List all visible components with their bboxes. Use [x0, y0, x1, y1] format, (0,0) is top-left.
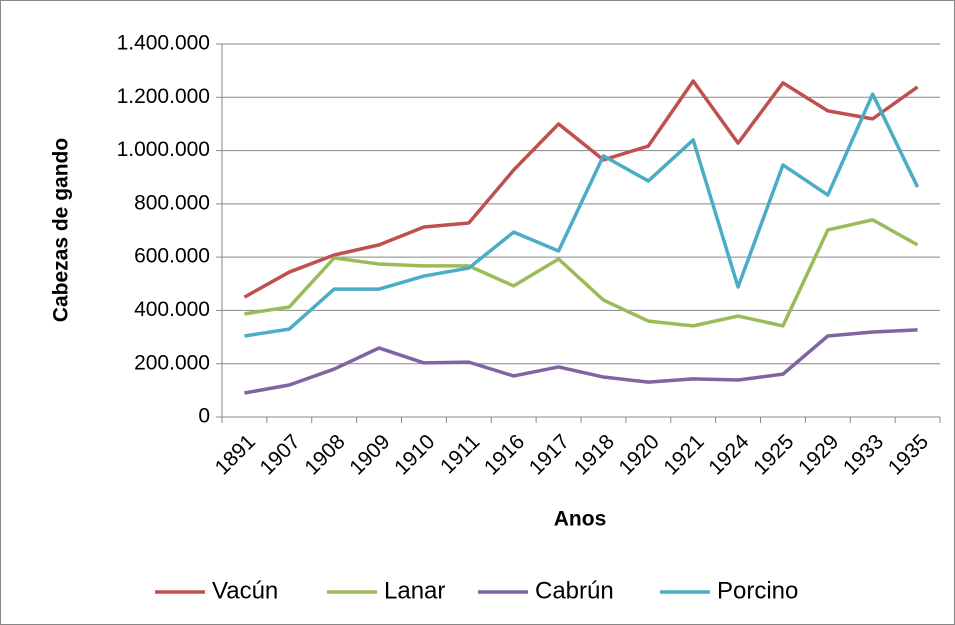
series-line [244, 328, 918, 395]
y-axis-title: Cabezas de gando [50, 138, 73, 322]
y-tick-label: 200.000 [134, 351, 210, 374]
y-tick-label: 0 [198, 405, 210, 428]
series-line [243, 79, 919, 299]
x-axis-title: Anos [554, 508, 607, 531]
y-tick-label: 800.000 [134, 191, 210, 214]
legend-label: Vacún [212, 577, 278, 604]
legend-label: Porcino [717, 577, 798, 604]
series-line [244, 92, 920, 338]
legend-label: Lanar [384, 577, 445, 604]
legend-label: Cabrún [535, 577, 614, 604]
y-tick-label: 1.000.000 [117, 138, 210, 161]
y-tick-label: 1.400.000 [117, 32, 210, 55]
series-line [244, 218, 919, 328]
y-tick-label: 1.200.000 [117, 85, 210, 108]
y-tick-label: 400.000 [134, 298, 210, 321]
y-tick-label: 600.000 [134, 245, 210, 268]
